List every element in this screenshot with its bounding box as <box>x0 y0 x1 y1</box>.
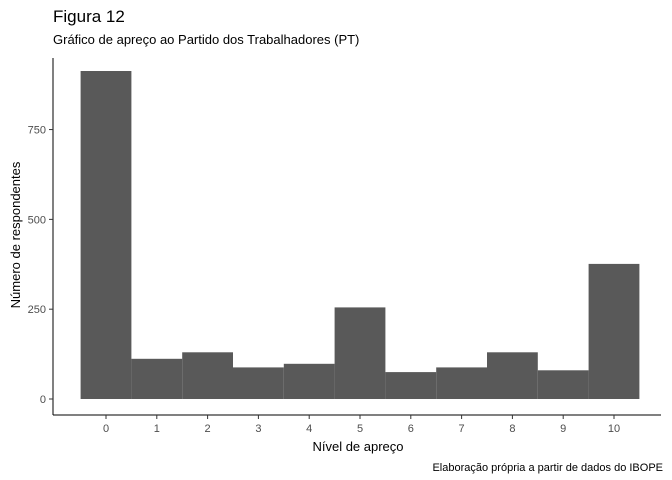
x-tick-label: 9 <box>560 423 566 435</box>
x-tick-label: 8 <box>509 423 515 435</box>
x-tick-label: 5 <box>357 423 363 435</box>
bar-0 <box>80 71 132 399</box>
x-tick-label: 2 <box>205 423 211 435</box>
bar-6 <box>385 372 437 399</box>
x-axis-title: Nível de apreço <box>312 439 403 454</box>
bars-group <box>80 71 640 399</box>
x-tick-label: 1 <box>154 423 160 435</box>
x-tick-label: 4 <box>306 423 312 435</box>
x-axis-ticks: 0 1 2 3 4 5 6 7 8 9 10 <box>103 415 620 435</box>
y-tick-label: 250 <box>28 304 46 316</box>
y-tick-label: 500 <box>28 214 46 226</box>
bar-5 <box>334 307 386 399</box>
bar-8 <box>487 352 538 399</box>
y-axis-title: Número de respondentes <box>8 161 23 308</box>
x-tick-label: 10 <box>608 423 620 435</box>
x-tick-label: 3 <box>255 423 261 435</box>
bar-9 <box>537 370 589 399</box>
bar-10 <box>588 263 640 399</box>
bar-2 <box>182 352 233 399</box>
bar-1 <box>131 358 183 399</box>
x-tick-label: 6 <box>408 423 414 435</box>
chart-caption: Elaboração própria a partir de dados do … <box>432 462 663 474</box>
bar-4 <box>283 363 335 399</box>
y-tick-label: 0 <box>40 394 46 406</box>
y-tick-label: 750 <box>28 125 46 137</box>
chart-subtitle: Gráfico de apreço ao Partido dos Trabalh… <box>53 32 359 47</box>
bar-3 <box>233 367 284 399</box>
chart-title: Figura 12 <box>53 7 125 26</box>
y-axis-ticks: 0 250 500 750 <box>28 125 53 406</box>
bar-7 <box>436 367 487 399</box>
x-tick-label: 0 <box>103 423 109 435</box>
x-tick-label: 7 <box>459 423 465 435</box>
